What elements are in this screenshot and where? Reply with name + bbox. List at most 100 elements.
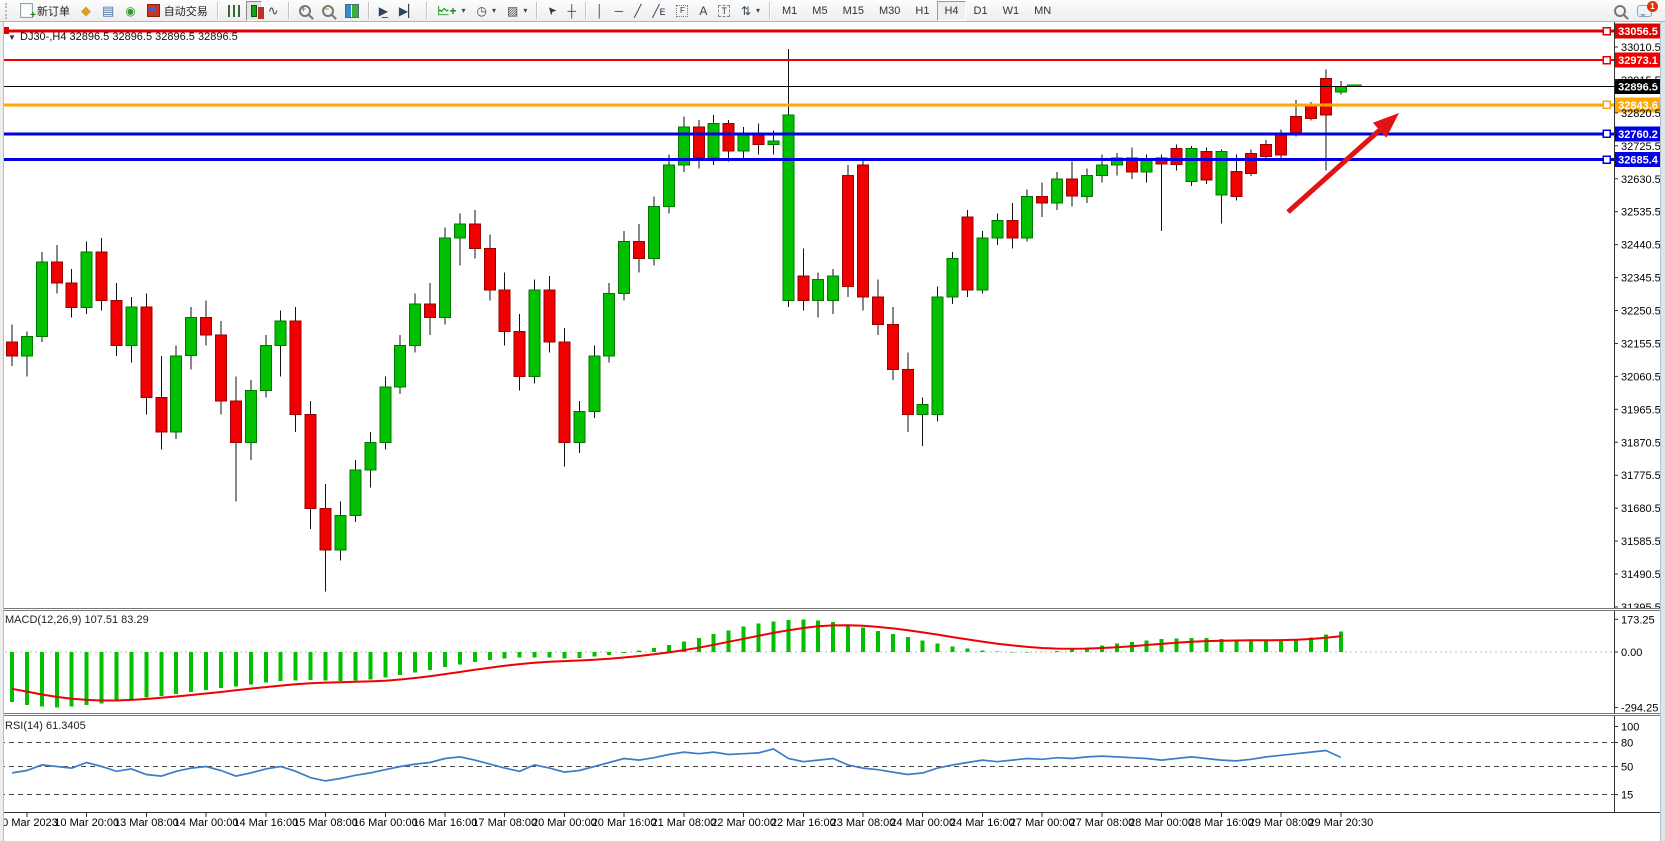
data-window-button[interactable]: ▤ [97,1,119,21]
sound-button[interactable]: ◉ [120,1,140,21]
toolbar-grip[interactable] [5,2,11,19]
horizontal-line-button[interactable]: ─ [610,1,629,21]
svg-text:31490.5: 31490.5 [1621,569,1661,581]
tf-m30-button[interactable]: M30 [872,1,907,21]
svg-text:32535.5: 32535.5 [1621,207,1661,219]
text-icon: A [699,3,708,18]
periods-button[interactable]: ◷ ▾ [471,1,501,21]
text-button[interactable]: A [694,1,712,21]
tf-h4-button[interactable]: H4 [937,0,966,21]
svg-text:32345.5: 32345.5 [1621,273,1661,285]
svg-text:80: 80 [1621,738,1633,750]
line-chart-button[interactable]: ∿ [263,1,284,21]
indicators-button[interactable]: 🗠+ ▾ [432,1,470,21]
tile-windows-icon [344,3,359,18]
vertical-line-button[interactable]: │ [591,1,609,21]
text-label-button[interactable]: T [713,1,735,21]
horizontal-line-icon: ─ [614,3,624,18]
auto-scroll-icon: ▶̲ [378,3,388,18]
sound-icon: ◉ [125,3,136,18]
tf-mn-button[interactable]: MN [1027,1,1058,21]
svg-text:33056.5: 33056.5 [1618,26,1658,38]
toolbar-separator [426,2,429,19]
trendline-icon: ╱ [634,3,642,18]
toolbar-separator [585,2,588,19]
svg-text:31680.5: 31680.5 [1621,503,1661,515]
tf-w1-button[interactable]: W1 [996,1,1027,21]
fibonacci-button[interactable]: F [671,1,693,21]
horizontal-lines[interactable]: 33056.5 32973.1 32896.5 32843.6 32760.2 32685… [0,23,1662,168]
svg-text:27 Mar 00:00: 27 Mar 00:00 [1010,817,1075,829]
channel-button[interactable]: ╱ᴇ [647,1,670,21]
svg-text:32725.5: 32725.5 [1621,141,1661,153]
toolbar: 新订单 ◆ ▤ ◉ 自动交易 ∿ + − ▶̲ ▶▏ 🗠+▾ ◷▾ ▨▾ ➤ ┼… [0,0,1665,22]
toolbar-separator [367,2,370,19]
fibonacci-icon: F [676,4,689,17]
svg-text:-294.25: -294.25 [1621,703,1658,715]
tf-m1-button[interactable]: M1 [775,1,804,21]
chart-shift-button[interactable]: ▶▏ [394,1,422,21]
toolbar-separator [287,2,290,19]
template-icon: ▨ [506,3,519,18]
templates-button[interactable]: ▨ ▾ [502,1,532,21]
tf-m5-button[interactable]: M5 [805,1,834,21]
svg-text:32685.4: 32685.4 [1618,155,1659,167]
tf-h1-button[interactable]: H1 [908,1,936,21]
svg-text:173.25: 173.25 [1621,614,1655,626]
svg-text:32060.5: 32060.5 [1621,371,1661,383]
crosshair-icon: ┼ [567,3,577,18]
svg-text:27 Mar 08:00: 27 Mar 08:00 [1069,817,1134,829]
auto-scroll-button[interactable]: ▶̲ [374,1,393,21]
arrows-icon: ⇅ [740,3,751,18]
pane-separators[interactable] [0,608,1660,716]
new-order-button[interactable]: 新订单 [15,1,75,21]
price-badge [1615,126,1662,142]
bar-chart-icon [227,4,240,17]
arrows-button[interactable]: ⇅ ▾ [736,1,765,21]
auto-trading-button[interactable]: 自动交易 [142,1,213,21]
notifications-button[interactable]: 1 [1632,0,1658,21]
svg-text:31870.5: 31870.5 [1621,437,1661,449]
svg-text:14 Mar 16:00: 14 Mar 16:00 [233,817,298,829]
vertical-line-icon: │ [596,3,604,18]
svg-text:29 Mar 08:00: 29 Mar 08:00 [1249,817,1314,829]
svg-text:32973.1: 32973.1 [1618,55,1658,67]
arrow-annotation[interactable] [1286,113,1399,214]
tf-m15-button[interactable]: M15 [836,1,871,21]
window-right-scrollstrip[interactable] [1660,22,1665,841]
crosshair-button[interactable]: ┼ [563,1,582,21]
zoom-in-button[interactable]: + [294,1,316,21]
trendline-button[interactable]: ╱ [629,1,646,21]
tf-d1-button[interactable]: D1 [967,1,995,21]
svg-text:100: 100 [1621,722,1639,734]
zoom-out-icon: − [321,4,334,17]
data-window-icon: ▤ [102,3,115,18]
search-button[interactable] [1609,1,1631,21]
price-badge [1615,23,1662,39]
indicators-icon: 🗠+ [437,3,457,18]
rsi-label: RSI(14) 61.3405 [5,720,86,732]
macd-signal-line [11,624,1341,702]
line-end-marker [1602,55,1611,65]
svg-text:32820.5: 32820.5 [1621,108,1661,120]
bar-chart-button[interactable] [223,1,245,21]
line-end-marker [1602,26,1611,36]
market-watch-button[interactable]: ◆ [76,1,96,21]
svg-text:32760.2: 32760.2 [1618,129,1658,141]
rsi-line [11,747,1342,782]
new-order-label: 新订单 [37,5,70,18]
svg-text:50: 50 [1621,762,1633,774]
svg-text:33010.5: 33010.5 [1621,42,1661,54]
tile-windows-button[interactable] [340,1,364,21]
rsi-pane: 100 80 50 15 RSI(14) 61.3405 [0,720,1639,802]
zoom-out-button[interactable]: − [317,1,339,21]
price-axis[interactable]: 33010.5 32915.5 32820.5 32725.5 32630.5 32535… [1614,22,1661,813]
svg-text:10 Mar 2023: 10 Mar 2023 [0,817,58,829]
svg-text:10 Mar 20:00: 10 Mar 20:00 [54,817,119,829]
svg-text:14 Mar 00:00: 14 Mar 00:00 [174,817,239,829]
cursor-button[interactable]: ➤ [542,1,561,21]
auto-trading-label: 自动交易 [163,5,208,18]
candlestick-button[interactable] [245,0,262,21]
